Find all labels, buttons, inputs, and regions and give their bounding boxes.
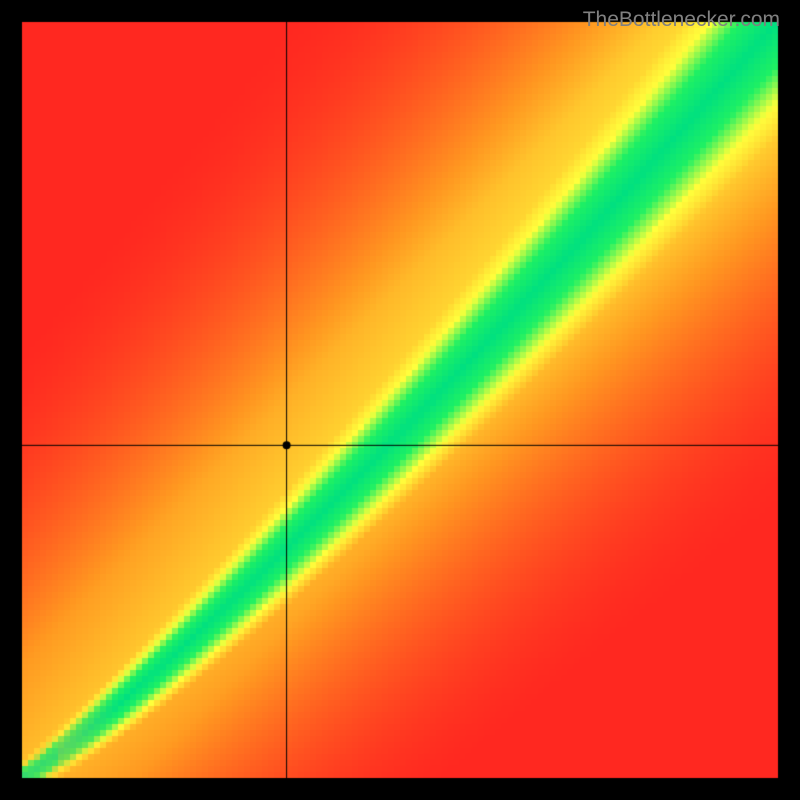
chart-container: TheBottlenecker.com [0, 0, 800, 800]
bottleneck-heatmap [0, 0, 800, 800]
watermark-text: TheBottlenecker.com [583, 8, 780, 32]
